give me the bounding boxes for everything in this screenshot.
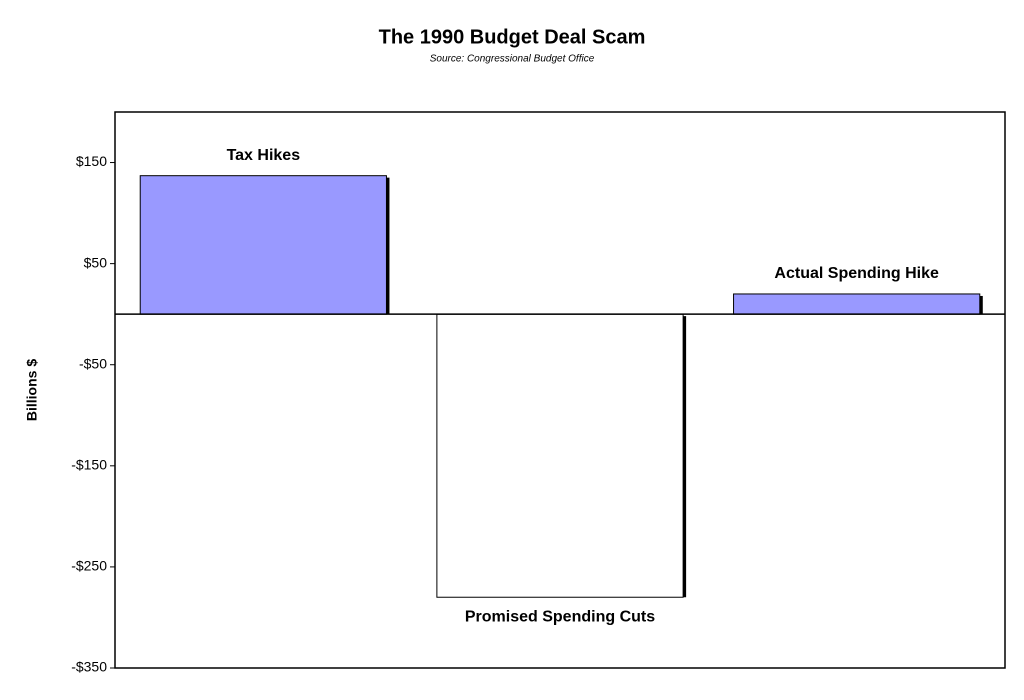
bar bbox=[139, 175, 387, 315]
y-axis-label: Billions $ bbox=[24, 359, 40, 421]
y-tick-label: -$150 bbox=[71, 457, 107, 473]
category-label: Promised Spending Cuts bbox=[465, 608, 655, 625]
plot-frame bbox=[114, 111, 1006, 669]
chart-title: The 1990 Budget Deal Scam bbox=[379, 26, 646, 48]
y-tick-label: $50 bbox=[84, 254, 108, 270]
category-label: Actual Spending Hike bbox=[774, 265, 939, 282]
y-tick-label: -$250 bbox=[71, 558, 107, 574]
y-tick-label: $150 bbox=[76, 153, 107, 169]
bar bbox=[436, 313, 684, 598]
y-tick-label: -$350 bbox=[71, 659, 107, 675]
bar bbox=[733, 293, 981, 315]
y-tick-label: -$50 bbox=[79, 355, 107, 371]
category-label: Tax Hikes bbox=[227, 147, 301, 164]
chart-subtitle: Source: Congressional Budget Office bbox=[430, 54, 595, 65]
